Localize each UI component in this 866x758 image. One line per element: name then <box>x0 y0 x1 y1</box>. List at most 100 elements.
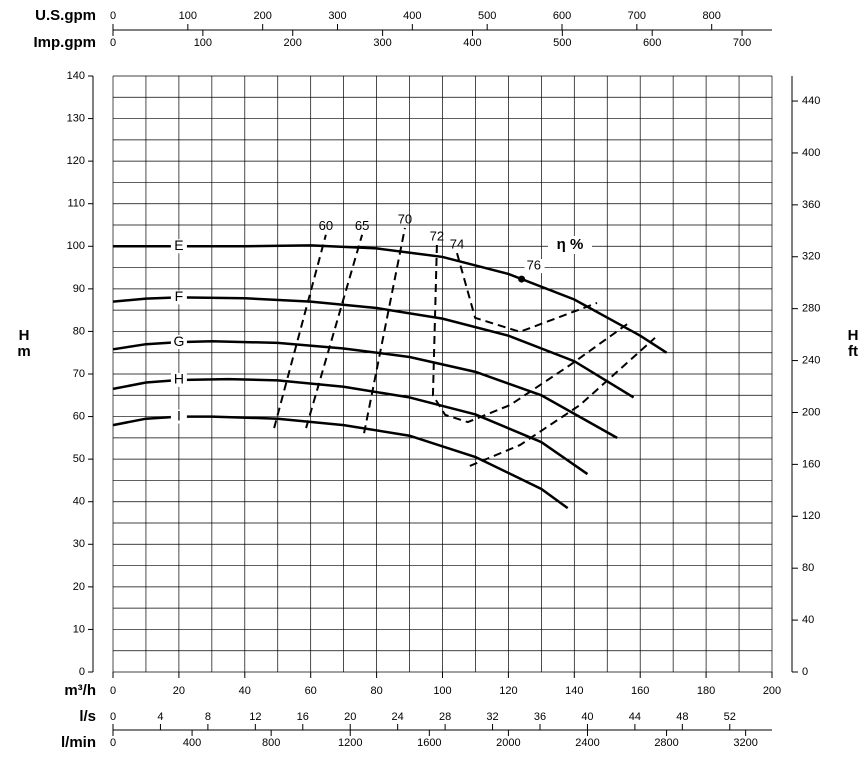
y2-tick-label: 120 <box>802 510 820 522</box>
curve-label-bg <box>170 335 187 350</box>
axis-tick-label: 0 <box>110 711 116 723</box>
x-tick-label: 180 <box>697 685 715 697</box>
curve-label-bg <box>170 290 187 305</box>
x-tick-label: 0 <box>110 685 116 697</box>
x-tick-label: 120 <box>499 685 517 697</box>
axis-tick-label: 52 <box>724 711 736 723</box>
axis-tick-label: 48 <box>676 711 688 723</box>
label-bg <box>548 236 593 255</box>
y2-tick-label: 80 <box>802 562 814 574</box>
axis-tick-label: 2000 <box>496 737 520 749</box>
curve-label-bg <box>170 372 187 387</box>
y-tick-label: 70 <box>73 368 85 380</box>
axis-label: U.S.gpm <box>35 7 96 24</box>
axis-tick-label: 4 <box>157 711 163 723</box>
y2-tick-label: 360 <box>802 199 820 211</box>
axis-tick-label: 300 <box>373 37 391 49</box>
y-tick-label: 90 <box>73 283 85 295</box>
axis-tick-label: 8 <box>205 711 211 723</box>
axis-tick-label: 600 <box>553 10 571 22</box>
axis-tick-label: 40 <box>581 711 593 723</box>
curve-label-bg <box>170 239 187 254</box>
x-tick-label: 160 <box>631 685 649 697</box>
x-tick-label: 140 <box>565 685 583 697</box>
efficiency-curve <box>431 244 631 424</box>
axis-tick-label: 200 <box>253 10 271 22</box>
axis-label: l/min <box>61 734 96 751</box>
axis-tick-label: 700 <box>628 10 646 22</box>
axis-tick-label: 44 <box>629 711 641 723</box>
curve-label: I <box>177 407 181 423</box>
axis-tick-label: 800 <box>703 10 721 22</box>
y2-tick-label: 40 <box>802 614 814 626</box>
y2-unit: ft <box>848 343 858 360</box>
axis-tick-label: 100 <box>194 37 212 49</box>
axis-tick-label: 500 <box>553 37 571 49</box>
axis-tick-label: 12 <box>249 711 261 723</box>
axis-tick-label: 3200 <box>733 737 757 749</box>
axis-tick-label: 2400 <box>575 737 599 749</box>
y-unit: m <box>17 343 30 360</box>
efficiency-label: 60 <box>319 218 333 233</box>
efficiency-point <box>518 275 526 283</box>
x-tick-label: 20 <box>173 685 185 697</box>
efficiency-curve <box>456 252 598 333</box>
y-tick-label: 60 <box>73 410 85 422</box>
y2-tick-label: 440 <box>802 95 820 107</box>
y2-tick-label: 240 <box>802 354 820 366</box>
head-curve <box>112 339 618 439</box>
y-tick-label: 120 <box>67 155 85 167</box>
x-tick-label: 200 <box>763 685 781 697</box>
axis-tick-label: 1600 <box>417 737 441 749</box>
axis-tick-label: 0 <box>110 737 116 749</box>
axis-tick-label: 600 <box>643 37 661 49</box>
curve-label: G <box>173 333 184 349</box>
head-curve <box>112 377 589 476</box>
y-tick-label: 20 <box>73 581 85 593</box>
y-tick-label: 50 <box>73 453 85 465</box>
axis-tick-label: 32 <box>486 711 498 723</box>
x-tick-label: 60 <box>305 685 317 697</box>
axis-tick-label: 300 <box>328 10 346 22</box>
axis-tick-label: 400 <box>183 737 201 749</box>
y2-tick-label: 160 <box>802 458 820 470</box>
y-label: H <box>19 327 30 344</box>
y2-tick-label: 280 <box>802 303 820 315</box>
axis-tick-label: 16 <box>297 711 309 723</box>
curve-label-bg <box>170 409 187 424</box>
axis-tick-label: 500 <box>478 10 496 22</box>
x-tick-label: 100 <box>433 685 451 697</box>
efficiency-label: 76 <box>527 258 541 273</box>
axis-label: l/s <box>79 708 96 725</box>
efficiency-curve <box>305 234 364 429</box>
axis-tick-label: 400 <box>403 10 421 22</box>
axis-tick-label: 800 <box>262 737 280 749</box>
axis-tick-label: 200 <box>284 37 302 49</box>
head-curve <box>112 415 569 510</box>
axis-tick-label: 24 <box>392 711 404 723</box>
y-tick-label: 40 <box>73 496 85 508</box>
head-curve <box>112 296 635 399</box>
axis-tick-label: 0 <box>110 10 116 22</box>
x-tick-label: 80 <box>370 685 382 697</box>
y2-tick-label: 200 <box>802 406 820 418</box>
axis-tick-label: 700 <box>733 37 751 49</box>
efficiency-label: 65 <box>355 218 369 233</box>
efficiency-curve <box>273 234 327 429</box>
axis-tick-label: 28 <box>439 711 451 723</box>
efficiency-label: 72 <box>430 228 444 243</box>
y-tick-label: 0 <box>79 666 85 678</box>
y-tick-label: 10 <box>73 623 85 635</box>
axis-tick-label: 1200 <box>338 737 362 749</box>
x-tick-label: 40 <box>239 685 251 697</box>
y2-label: H <box>848 327 859 344</box>
efficiency-label: 74 <box>450 237 464 252</box>
annotation: η % <box>557 236 584 253</box>
y-tick-label: 110 <box>67 198 85 210</box>
y-tick-label: 30 <box>73 538 85 550</box>
curve-label: E <box>174 237 183 253</box>
y2-tick-label: 320 <box>802 251 820 263</box>
head-curve <box>113 244 668 354</box>
axis-tick-label: 2800 <box>654 737 678 749</box>
